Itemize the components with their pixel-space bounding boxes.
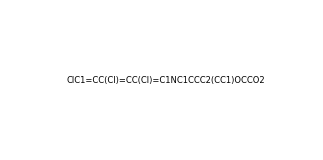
Text: ClC1=CC(Cl)=CC(Cl)=C1NC1CCC2(CC1)OCCO2: ClC1=CC(Cl)=CC(Cl)=C1NC1CCC2(CC1)OCCO2	[66, 76, 265, 85]
